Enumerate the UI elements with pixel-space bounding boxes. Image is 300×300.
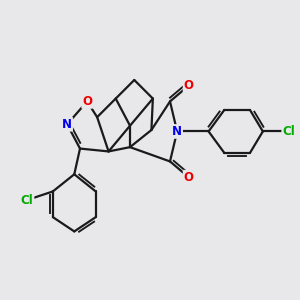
Text: O: O <box>184 171 194 184</box>
Text: O: O <box>184 79 194 92</box>
Text: O: O <box>82 95 92 108</box>
Text: Cl: Cl <box>21 194 34 206</box>
Text: Cl: Cl <box>282 125 295 138</box>
Text: N: N <box>62 118 72 131</box>
Text: N: N <box>172 125 182 138</box>
